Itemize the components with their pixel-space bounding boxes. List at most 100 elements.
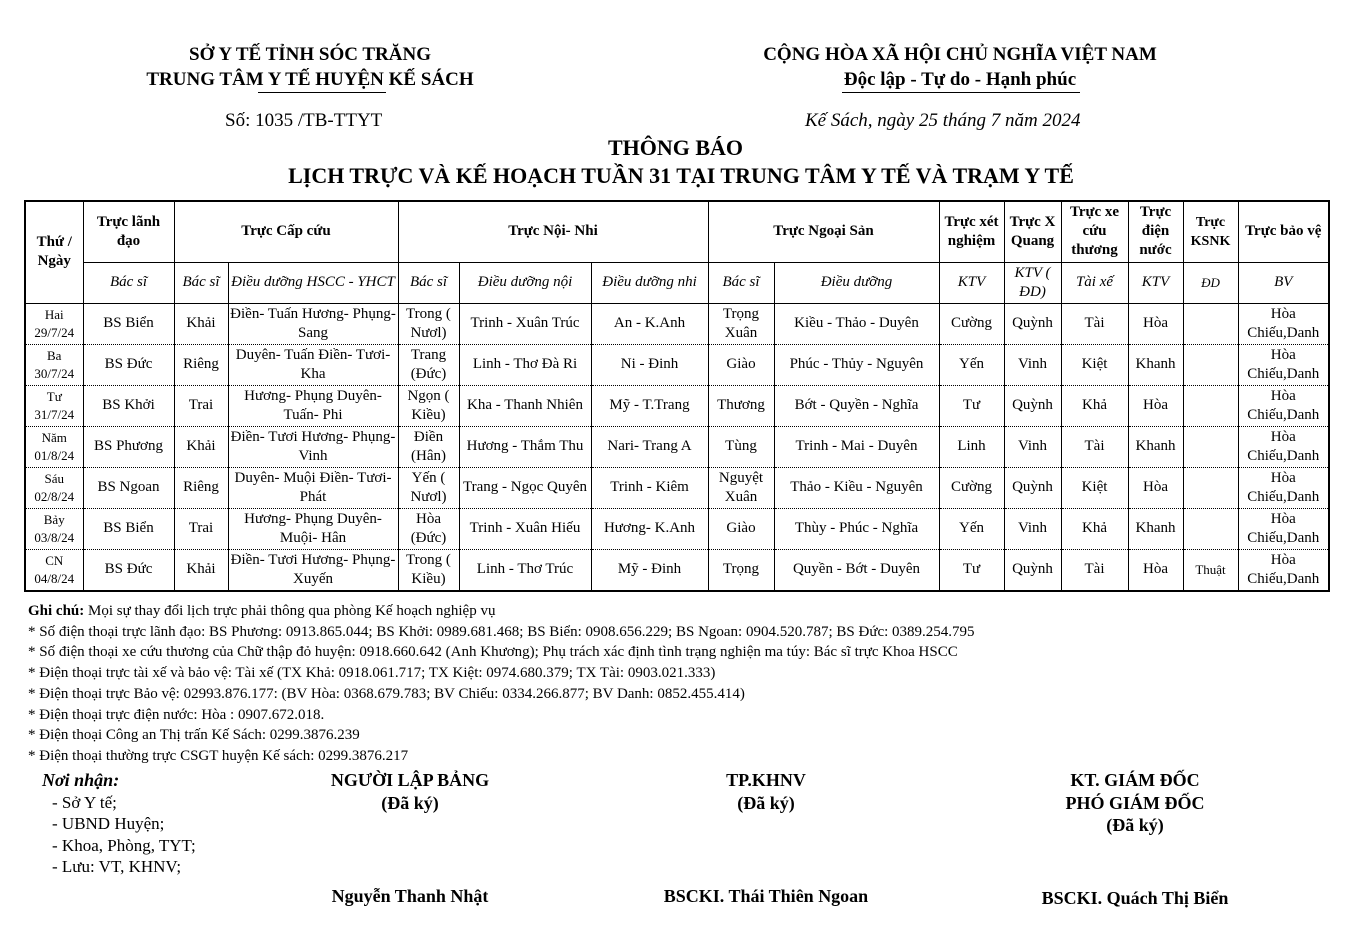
table-cell: Kiều - Thảo - Duyên <box>773 302 940 345</box>
sub-header: Bác sĩ <box>707 261 775 304</box>
signature-role: TP.KHNV <box>726 770 806 790</box>
table-cell: Bớt - Quyền - Nghĩa <box>773 384 940 427</box>
table-cell: Hòa (Đức) <box>397 507 460 550</box>
table-cell: Trang - Ngọc Quyên <box>458 466 592 509</box>
table-row: Sáu 02/8/24 BS Ngoan Riêng Duyên- Muội Điền… <box>24 466 1330 509</box>
table-cell: Hương- K.Anh <box>590 507 709 550</box>
table-cell: Tư <box>938 548 1005 591</box>
table-cell: Linh - Thơ Đà Ri <box>458 343 592 386</box>
table-cell: Trinh - Xuân Trúc <box>458 302 592 345</box>
table-cell: Quỳnh <box>1003 548 1062 591</box>
table-cell: Trang (Đức) <box>397 343 460 386</box>
sub-header: Tài xế <box>1060 261 1129 304</box>
table-cell <box>1182 425 1239 468</box>
document-date: Kế Sách, ngày 25 tháng 7 năm 2024 <box>805 110 1081 131</box>
table-cell: Hòa Chiếu,Danh <box>1237 466 1330 509</box>
table-cell: Nguyệt Xuân <box>707 466 775 509</box>
table-cell: Trinh - Mai - Duyên <box>773 425 940 468</box>
table-cell: Yến <box>938 507 1005 550</box>
table-cell: Hòa Chiếu,Danh <box>1237 507 1330 550</box>
table-cell: Hòa Chiếu,Danh <box>1237 425 1330 468</box>
table-cell: Hòa <box>1127 384 1184 427</box>
sub-header: Điều dưỡng nhi <box>590 261 709 304</box>
table-cell: Thảo - Kiều - Nguyên <box>773 466 940 509</box>
department-name: SỞ Y TẾ TỈNH SÓC TRĂNG <box>189 44 431 65</box>
table-cell <box>1182 302 1239 345</box>
sub-header: KTV ( ĐD) <box>1003 261 1062 304</box>
group-header-row: Thứ / Ngày Trực lãnh đạo Trực Cấp cứu Tr… <box>24 200 1330 304</box>
table-cell: Yến <box>938 343 1005 386</box>
table-cell: Khanh <box>1127 507 1184 550</box>
header-right: CỘNG HÒA XÃ HỘI CHỦ NGHĨA VIỆT NAM Độc l… <box>730 42 1190 92</box>
notes: Ghi chú: Mọi sự thay đổi lịch trực phải … <box>28 601 975 767</box>
table-cell: Riêng <box>173 466 229 509</box>
recipient-item: - UBND Huyện; <box>52 814 165 833</box>
signature-name: BSCKI. Quách Thị Biển <box>1041 888 1229 908</box>
table-cell: Quỳnh <box>1003 466 1062 509</box>
sub-header: BV <box>1237 261 1330 304</box>
table-cell <box>1182 343 1239 386</box>
table-cell: Tư <box>938 384 1005 427</box>
table-cell: Linh - Thơ Trúc <box>458 548 592 591</box>
underline <box>258 92 386 93</box>
signature-preparer: NGƯỜI LẬP BẢNG (Đã ký) Nguyễn Thanh Nhật <box>290 769 530 908</box>
note-line: * Số điện thoại trực lãnh đạo: BS Phương… <box>28 623 975 640</box>
notes-label: Ghi chú: <box>28 603 85 619</box>
table-row: Hai 29/7/24 BS Biển Khải Điền- Tuấn Hương- … <box>24 302 1330 345</box>
note-line: * Điện thoại Công an Thị trấn Kế Sách: 0… <box>28 727 360 744</box>
table-cell: Hương- Phụng Duyên- Tuấn- Phi <box>227 384 399 427</box>
table-cell: Vinh <box>1003 507 1062 550</box>
col-ambulance: Trực xe cứu thương <box>1060 200 1129 263</box>
note-line: * Số điện thoại xe cứu thương của Chữ th… <box>28 644 958 661</box>
table-cell: Mỹ - T.Trang <box>590 384 709 427</box>
underline <box>842 92 1080 93</box>
table-row: Năm 01/8/24 BS Phương Khải Điền- Tươi Hương… <box>24 425 1330 468</box>
table-cell: CN 04/8/24 <box>24 548 84 591</box>
table-cell: Trinh - Xuân Hiếu <box>458 507 592 550</box>
table-cell: BS Biển <box>82 507 175 550</box>
table-cell: Giào <box>707 507 775 550</box>
table-cell: Giào <box>707 343 775 386</box>
table-cell: BS Đức <box>82 548 175 591</box>
col-surgery-obstetrics: Trực Ngoại Sản <box>707 200 940 263</box>
table-cell: Khả <box>1060 507 1129 550</box>
table-cell: Trọng <box>707 548 775 591</box>
table-cell: Trinh - Kiêm <box>590 466 709 509</box>
table-cell: Kiệt <box>1060 343 1129 386</box>
table-cell: Phúc - Thủy - Nguyên <box>773 343 940 386</box>
note-line: * Điện thoại trực điện nước: Hòa : 0907.… <box>28 706 325 723</box>
signature-status: (Đã ký) <box>1106 815 1164 835</box>
table-cell: Kiệt <box>1060 466 1129 509</box>
col-security: Trực bảo vệ <box>1237 200 1330 263</box>
table-cell: Tài <box>1060 302 1129 345</box>
header-left: SỞ Y TẾ TỈNH SÓC TRĂNG TRUNG TÂM Y TẾ HU… <box>120 42 500 92</box>
table-cell <box>1182 507 1239 550</box>
table-cell: Duyên- Muội Điền- Tươi- Phát <box>227 466 399 509</box>
table-cell: Yến ( Nươl) <box>397 466 460 509</box>
document-subtitle: LỊCH TRỰC VÀ KẾ HOẠCH TUẦN 31 TẠI TRUNG … <box>288 163 1074 188</box>
table-cell: Cường <box>938 466 1005 509</box>
table-cell: Trong ( Kiều) <box>397 548 460 591</box>
table-cell: Mỹ - Đinh <box>590 548 709 591</box>
motto: Độc lập - Tự do - Hạnh phúc <box>843 69 1077 90</box>
table-cell: Khải <box>173 302 229 345</box>
table-cell: Duyên- Tuấn Điền- Tươi- Kha <box>227 343 399 386</box>
note-line: * Điện thoại trực tài xế và bảo vệ: Tài … <box>28 665 716 682</box>
table-row: Tư 31/7/24 BS Khởi Trai Hương- Phụng Duyên-… <box>24 384 1330 427</box>
table-cell: Hương - Thắm Thu <box>458 425 592 468</box>
recipient-item: - Lưu: VT, KHNV; <box>52 857 182 876</box>
table-cell: Quỳnh <box>1003 384 1062 427</box>
note-line: * Điện thoại trực Bảo vệ: 02993.876.177:… <box>28 685 745 702</box>
recipients-title: Nơi nhận: <box>42 770 120 790</box>
table-cell: BS Phương <box>82 425 175 468</box>
notes-main: Mọi sự thay đổi lịch trực phải thông qua… <box>84 603 496 619</box>
national-title: CỘNG HÒA XÃ HỘI CHỦ NGHĨA VIỆT NAM <box>763 44 1157 65</box>
table-cell: BS Khởi <box>82 384 175 427</box>
table-cell: Tài <box>1060 425 1129 468</box>
table-cell: Tài <box>1060 548 1129 591</box>
col-xray: Trực X Quang <box>1003 200 1062 263</box>
table-cell: Linh <box>938 425 1005 468</box>
table-cell: Trai <box>173 507 229 550</box>
signature-role: NGƯỜI LẬP BẢNG <box>330 770 490 790</box>
signature-role2: PHÓ GIÁM ĐỐC <box>1065 793 1205 813</box>
